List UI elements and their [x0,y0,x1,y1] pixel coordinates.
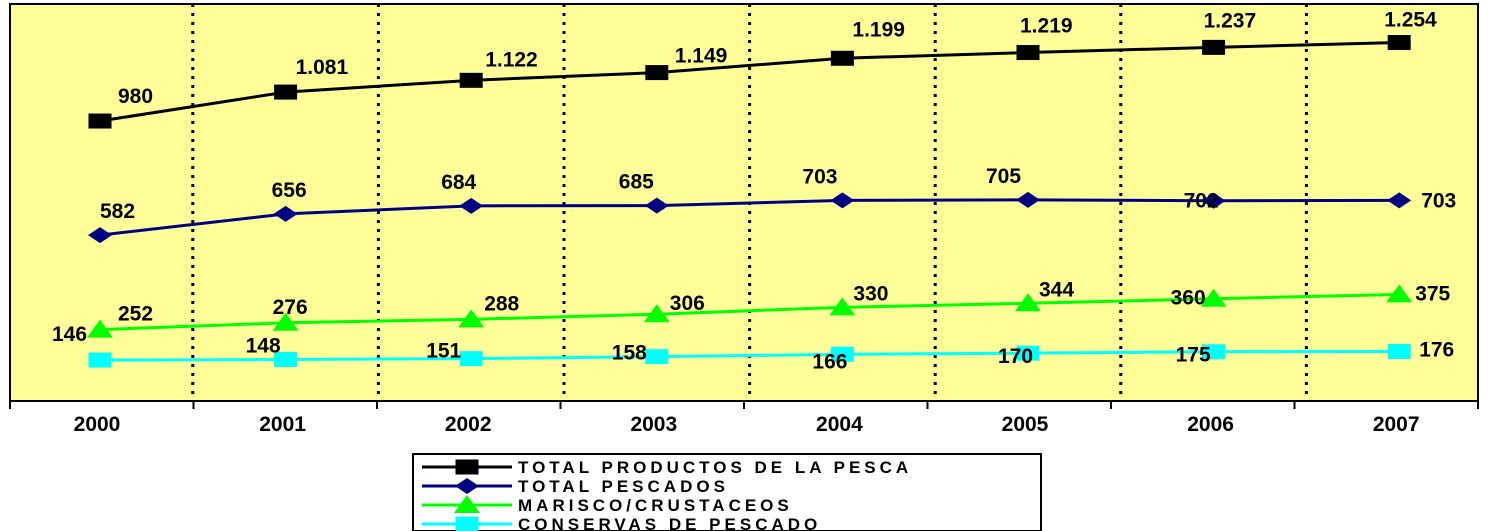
marker-triangle [1386,284,1413,303]
data-label: 685 [619,171,654,194]
marker-square [455,459,479,475]
marker-diamond [1016,191,1040,208]
data-label: 176 [1419,338,1454,361]
series-line [99,292,1400,332]
x-tick-label: 2003 [630,413,677,436]
marker-diamond [273,205,298,222]
data-label: 1.254 [1384,9,1437,32]
marker-diamond [455,478,479,494]
data-label: 582 [100,200,135,223]
marker-diamond [88,227,112,244]
series-total-productos-de-la-pesca [88,35,1411,129]
x-tick-label: 2002 [445,413,492,436]
data-label: 684 [441,171,476,194]
marker-diamond [1201,192,1226,209]
data-label: 252 [118,303,153,326]
data-label: 330 [853,282,888,305]
series-line [99,349,1400,362]
data-label: 1.081 [296,56,349,79]
data-label: 306 [670,292,705,315]
x-tick-label: 2005 [1002,413,1049,436]
data-label: 1.219 [1020,15,1073,38]
marker-triangle [1200,288,1227,307]
data-label: 703 [1421,189,1456,212]
data-labels: 980 1.081 1.122 1.149 1.199 1.219 1.237 1.254 58… [52,9,1456,374]
data-label: 158 [612,342,647,365]
legend-label: MARISCO/CRUSTACEOS [518,496,793,515]
x-tick-label: 2000 [74,413,121,436]
x-axis: 2000 2001 2002 2003 2004 2005 2006 2007 [9,400,1479,436]
x-tick-label: 2004 [816,413,863,436]
legend-label: TOTAL PRODUCTOS DE LA PESCA [518,458,912,477]
data-label: 1.149 [675,45,728,68]
data-label: 375 [1415,282,1450,305]
legend-label: CONSERVAS DE PESCADO [518,515,821,531]
marker-square [88,352,112,368]
data-label: 170 [998,345,1033,368]
data-label: 146 [52,323,87,346]
marker-triangle [829,297,856,316]
data-label: 360 [1171,287,1206,310]
data-label: 980 [118,85,153,108]
marker-square [1202,39,1226,55]
marker-square [830,346,854,362]
marker-square [274,351,298,367]
marker-diamond [1387,192,1412,209]
marker-square [274,84,298,100]
marker-square [1202,344,1226,360]
series-layer [87,35,1413,368]
series-conservas-de-pescado [88,343,1411,368]
data-label: 175 [1176,344,1211,367]
marker-triangle [643,304,670,323]
marker-diamond [644,197,669,214]
marker-square [1016,345,1040,361]
data-label: 288 [484,292,519,315]
data-label: 148 [246,334,281,357]
marker-square [1387,343,1411,359]
marker-square [645,349,669,365]
series-line [99,41,1400,123]
data-label: 1.122 [485,48,538,71]
series-total-pescados [88,191,1412,244]
marker-triangle [458,309,485,328]
marker-triangle [454,495,480,513]
series-marisco-crustaceos [87,284,1413,338]
data-label: 151 [426,340,461,363]
marker-triangle [272,312,299,331]
data-label: 703 [802,165,837,188]
data-label: 1.237 [1204,9,1257,32]
data-label: 344 [1039,278,1074,301]
marker-square [88,113,112,129]
x-tick-label: 2001 [259,413,306,436]
legend-label: TOTAL PESCADOS [518,477,729,496]
x-tick-label: 2006 [1187,413,1234,436]
marker-square [1016,45,1040,61]
marker-square [1387,35,1411,51]
series-line [99,198,1400,237]
marker-square [459,72,483,88]
marker-diamond [459,197,484,214]
marker-square [830,50,854,66]
marker-square [455,516,479,531]
x-tick-label: 2007 [1373,413,1420,436]
marker-square [645,65,669,81]
data-label: 702 [1184,190,1219,213]
data-label: 166 [812,350,847,373]
legend-box [412,453,1042,531]
data-label: 1.199 [852,18,905,41]
marker-square [459,351,483,367]
data-label: 656 [272,179,307,202]
marker-triangle [1015,293,1041,312]
data-label: 276 [273,296,308,319]
marker-triangle [87,319,113,338]
data-label: 705 [986,165,1021,188]
marker-diamond [830,192,855,209]
